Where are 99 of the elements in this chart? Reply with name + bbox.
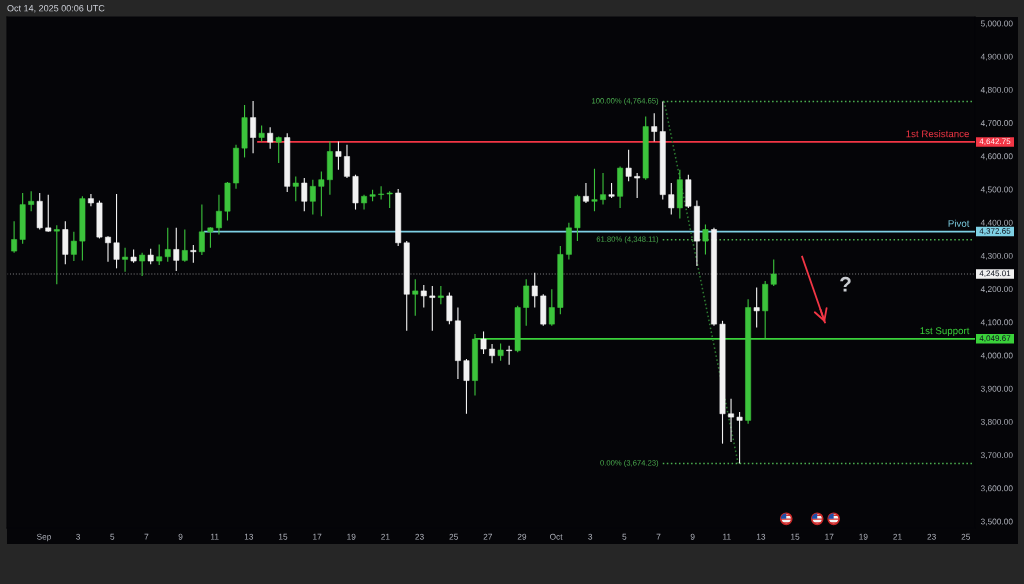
y-tick-label: 4,500.00 xyxy=(980,186,1013,194)
candlestick xyxy=(753,287,760,329)
candlestick xyxy=(11,220,18,254)
x-tick-label: 11 xyxy=(723,533,731,540)
candlestick xyxy=(506,345,513,366)
candlestick xyxy=(318,170,325,217)
y-tick-label: 5,000.00 xyxy=(980,20,1013,28)
candlestick xyxy=(53,224,60,285)
y-tick-label: 4,900.00 xyxy=(980,53,1013,61)
y-tick-label: 4,100.00 xyxy=(980,319,1013,327)
candlestick xyxy=(437,285,444,305)
y-tick-label: 4,600.00 xyxy=(980,153,1013,161)
ref-line-label: 4,245.01 xyxy=(979,270,1011,278)
series-label: 1st Resistance xyxy=(906,130,970,138)
candlestick xyxy=(45,194,52,233)
x-tick-label: 13 xyxy=(244,533,254,540)
candlestick xyxy=(344,144,350,179)
candlestick xyxy=(198,204,205,256)
data-label: 4,372.65 xyxy=(979,228,1011,235)
candlestick xyxy=(378,185,385,201)
candlestick xyxy=(113,193,120,269)
candlestick xyxy=(770,258,777,287)
y-tick-label: 4,200.00 xyxy=(980,286,1013,294)
x-tick-label: 23 xyxy=(415,533,424,540)
y-tick-label: 4,300.00 xyxy=(980,252,1013,260)
candlestick xyxy=(429,285,436,332)
x-tick-label: 3 xyxy=(76,533,81,540)
x-tick-label: 17 xyxy=(313,533,322,540)
candlestick xyxy=(668,182,675,216)
candlestick xyxy=(489,343,495,364)
candlestick xyxy=(70,231,77,262)
y-tick-label: 4,000.00 xyxy=(980,352,1013,360)
candlestick xyxy=(275,135,282,164)
x-tick-label: Oct xyxy=(549,533,563,540)
y-tick-label: 4,700.00 xyxy=(980,120,1013,127)
x-tick-label: 9 xyxy=(178,533,183,540)
candlestick xyxy=(420,284,427,309)
x-tick-label: 3 xyxy=(588,533,593,540)
x-tick-label: 21 xyxy=(893,533,902,540)
candlestick xyxy=(480,330,487,355)
series-label: 1st Support xyxy=(920,327,970,337)
candlestick xyxy=(583,182,589,204)
annotation: ? xyxy=(840,276,851,292)
candlestick xyxy=(702,223,709,255)
candlestick xyxy=(267,126,274,150)
candlestick xyxy=(625,149,632,182)
x-tick-label: 13 xyxy=(756,533,766,540)
series-label: Pivot xyxy=(948,219,970,227)
candlestick xyxy=(292,175,299,202)
candlestick xyxy=(548,288,555,327)
x-tick-label: 27 xyxy=(483,533,493,540)
candlestick xyxy=(591,168,598,212)
x-tick-label: 7 xyxy=(656,533,661,540)
candlestick xyxy=(216,194,222,236)
x-tick-label: 25 xyxy=(961,533,971,540)
candlestick xyxy=(122,247,128,273)
candlestick xyxy=(28,190,35,212)
candlestick xyxy=(531,272,538,309)
x-tick-label: 21 xyxy=(381,533,390,540)
candlestick xyxy=(736,411,743,465)
candlestick xyxy=(335,140,342,171)
y-tick-label: 3,500.00 xyxy=(980,518,1013,526)
x-tick-label: 7 xyxy=(144,533,149,540)
candlestick xyxy=(600,172,606,206)
candlestick xyxy=(139,252,146,277)
chart-title: Oct 14, 2025 00:06 UTC xyxy=(7,5,105,13)
x-tick-label: 15 xyxy=(278,533,288,540)
x-tick-label: 15 xyxy=(791,533,800,540)
candlestick xyxy=(301,177,308,212)
x-tick-label: 19 xyxy=(859,533,868,540)
y-tick-label: 3,900.00 xyxy=(980,385,1013,393)
candlestick xyxy=(250,100,257,154)
x-tick-label: 29 xyxy=(517,533,527,540)
y-tick-label: 3,700.00 xyxy=(980,452,1013,460)
x-tick-label: 25 xyxy=(449,533,458,540)
candlestick xyxy=(309,179,316,216)
y-tick-label: 4,400.00 xyxy=(980,219,1013,227)
candlestick xyxy=(634,172,641,199)
candlestick xyxy=(207,226,214,249)
candlestick xyxy=(412,278,419,317)
x-tick-label: 23 xyxy=(927,533,936,540)
candlestick xyxy=(728,398,734,443)
x-tick-label: 11 xyxy=(210,533,219,540)
candlestick xyxy=(181,228,188,263)
candlestick xyxy=(463,358,470,415)
x-tick-label: 9 xyxy=(690,533,695,540)
x-tick-label: 17 xyxy=(825,533,834,540)
candlestick xyxy=(523,278,530,327)
x-tick-label: 5 xyxy=(110,533,115,540)
y-tick-label: 4,800.00 xyxy=(980,86,1013,94)
y-tick-label: 3,600.00 xyxy=(980,485,1013,493)
x-tick-label: 19 xyxy=(347,533,356,540)
candlestick xyxy=(173,227,180,272)
data-label: 4,049.67 xyxy=(979,335,1011,342)
data-label: 4,642.75 xyxy=(979,138,1011,146)
candlestick xyxy=(105,235,111,263)
x-tick-label: 5 xyxy=(622,533,627,540)
x-tick-label: Sep xyxy=(36,533,52,542)
y-tick-label: 3,800.00 xyxy=(980,418,1013,426)
